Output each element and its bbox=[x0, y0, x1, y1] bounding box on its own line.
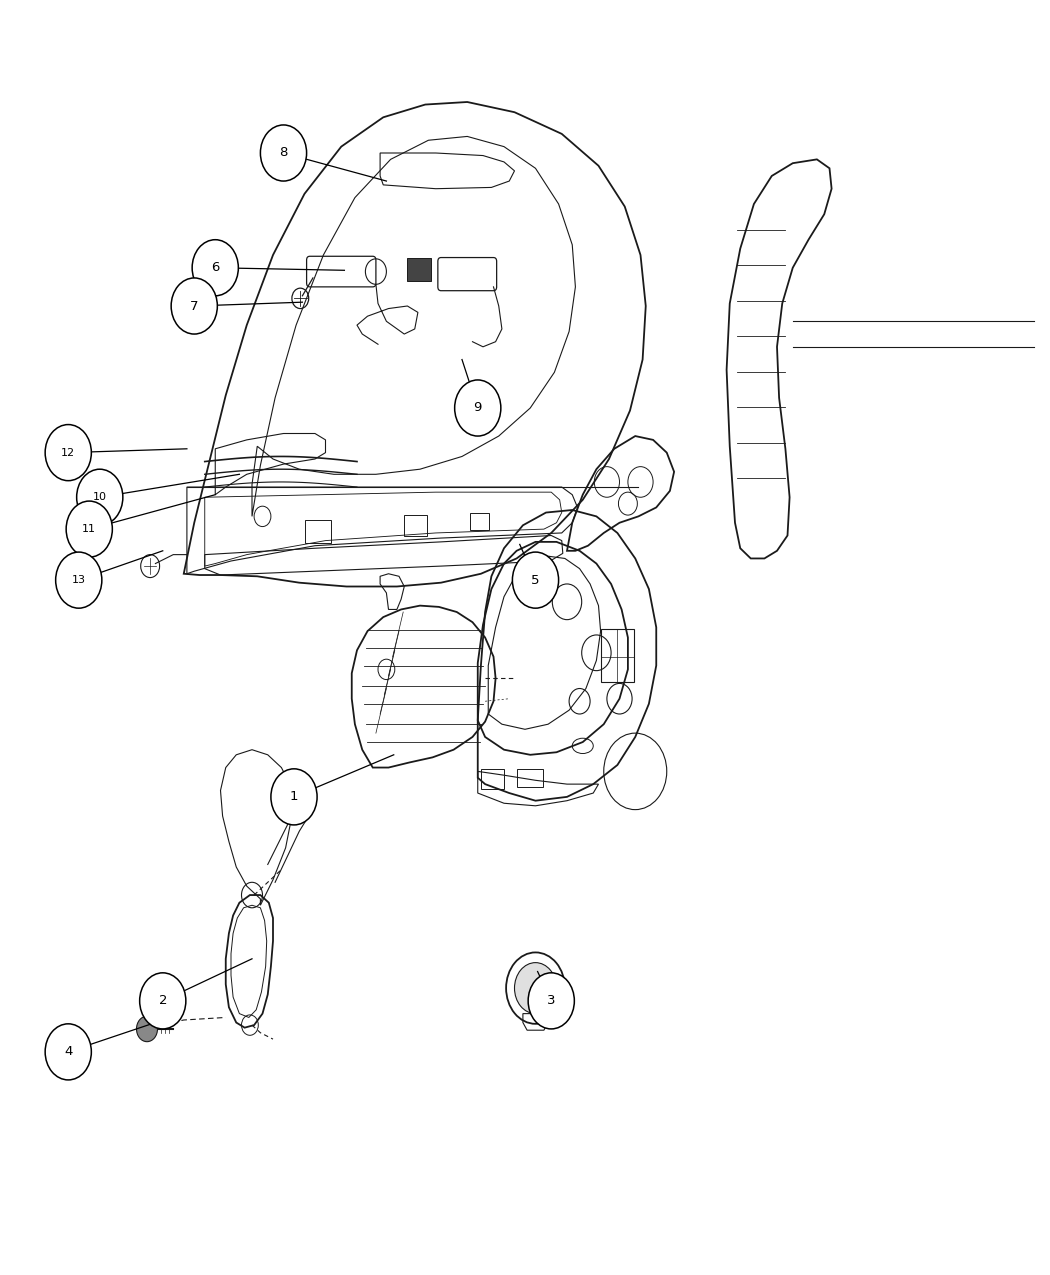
Circle shape bbox=[56, 552, 102, 608]
Circle shape bbox=[455, 380, 501, 436]
Text: 5: 5 bbox=[531, 574, 540, 586]
Text: 6: 6 bbox=[211, 261, 219, 274]
Text: 7: 7 bbox=[190, 300, 198, 312]
Circle shape bbox=[66, 501, 112, 557]
Bar bbox=[517, 769, 543, 787]
Circle shape bbox=[514, 963, 556, 1014]
Text: 10: 10 bbox=[92, 492, 107, 502]
Circle shape bbox=[512, 552, 559, 608]
Text: 2: 2 bbox=[159, 994, 167, 1007]
Text: 13: 13 bbox=[71, 575, 86, 585]
Circle shape bbox=[45, 1024, 91, 1080]
Circle shape bbox=[271, 769, 317, 825]
Text: 11: 11 bbox=[82, 524, 97, 534]
Circle shape bbox=[528, 973, 574, 1029]
Bar bbox=[481, 769, 504, 789]
Circle shape bbox=[260, 125, 307, 181]
Circle shape bbox=[171, 278, 217, 334]
Text: 1: 1 bbox=[290, 790, 298, 803]
Circle shape bbox=[192, 240, 238, 296]
Text: 12: 12 bbox=[61, 448, 76, 458]
Bar bbox=[407, 258, 430, 280]
Bar bbox=[470, 513, 489, 530]
Text: 3: 3 bbox=[547, 994, 555, 1007]
Text: 9: 9 bbox=[474, 402, 482, 414]
Text: 4: 4 bbox=[64, 1046, 72, 1058]
Bar bbox=[304, 520, 331, 543]
Circle shape bbox=[77, 469, 123, 525]
Circle shape bbox=[140, 973, 186, 1029]
Bar bbox=[601, 629, 634, 682]
Circle shape bbox=[136, 1016, 158, 1042]
Bar bbox=[404, 515, 427, 536]
Text: 8: 8 bbox=[279, 147, 288, 159]
Circle shape bbox=[45, 425, 91, 481]
